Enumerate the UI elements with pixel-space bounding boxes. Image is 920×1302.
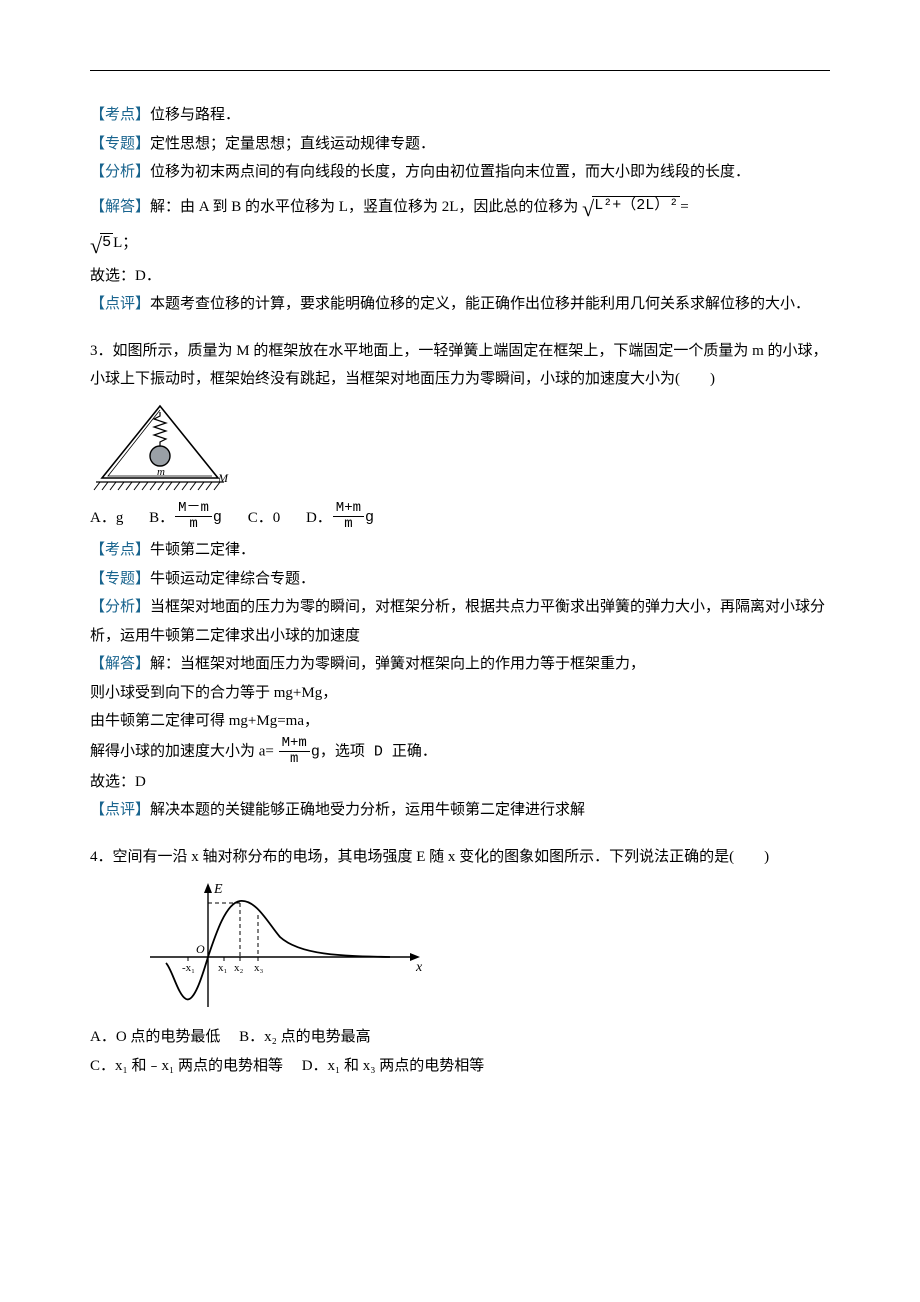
svg-text:E: E: [213, 882, 223, 897]
q3-options: A．g B． M－m m g C．0 D． M+m m g: [90, 501, 830, 533]
q3-option-d: D． M+m m g: [306, 501, 374, 533]
q4-option-b: B．x₂ 点的电势最高: [239, 1029, 371, 1045]
q3-option-a: A．g: [90, 504, 123, 533]
kaodian-text: 位移与路程．: [150, 107, 240, 123]
q3-fenxi-text: 当框架对地面的压力为零的瞬间，对框架分析，根据共点力平衡求出弹簧的弹力大小，再隔…: [90, 599, 825, 644]
svg-text:O: O: [196, 942, 205, 956]
q3-b-frac: M－m m: [175, 501, 212, 533]
q3-number: 3．: [90, 343, 113, 359]
svg-text:x₃: x₃: [254, 962, 264, 974]
dianping-text: 本题考查位移的计算，要求能明确位移的定义，能正确作出位移并能利用几何关系求解位移…: [150, 296, 810, 312]
svg-text:-x₁: -x₁: [182, 962, 195, 974]
q3-jieda-frac: M+m m: [279, 736, 310, 768]
q3-dianping-text: 解决本题的关键能够正确地受力分析，运用牛顿第二定律进行求解: [150, 802, 585, 818]
q4-figure: E x O -x₁ x₁ x₂ x₃: [130, 877, 830, 1017]
q3: 3．如图所示，质量为 M 的框架放在水平地面上，一轻弹簧上端固定在框架上，下端固…: [90, 337, 830, 825]
sqrt-radicand: L²+（2L）²: [592, 196, 680, 215]
q3-d-frac: M+m m: [333, 501, 364, 533]
jieda-result-tail: L；: [113, 235, 137, 251]
q3-gu-xuan: 故选：D: [90, 768, 830, 797]
q3-fenxi-tag: 【分析】: [90, 599, 150, 615]
q3-jieda-l1: 解：当框架对地面压力为零瞬间，弹簧对框架向上的作用力等于框架重力，: [150, 656, 645, 672]
fenxi-text: 位移为初末两点间的有向线段的长度，方向由初位置指向末位置，而大小即为线段的长度．: [150, 164, 750, 180]
header-rule: [90, 70, 830, 71]
q3-jieda-l4-tail: g，选项 D 正确．: [311, 743, 437, 760]
q3-figure: m M: [90, 400, 830, 495]
kaodian-tag: 【考点】: [90, 107, 150, 123]
q4-option-d: D．x₁ 和 x₃ 两点的电势相等: [302, 1058, 485, 1074]
q3-jieda-l2: 则小球受到向下的合力等于 mg+Mg，: [90, 679, 830, 708]
q3-kaodian-text: 牛顿第二定律．: [150, 542, 255, 558]
zhuanti-tag: 【专题】: [90, 136, 150, 152]
dianping-tag: 【点评】: [90, 296, 150, 312]
svg-text:m: m: [157, 466, 165, 478]
sqrt-expr: √L²+（2L）²: [582, 196, 680, 218]
q3-option-b: B． M－m m g: [149, 501, 222, 533]
svg-text:x₂: x₂: [234, 962, 244, 974]
sqrt-5: √5: [90, 233, 113, 255]
zhuanti-text: 定性思想；定量思想；直线运动规律专题．: [150, 136, 435, 152]
fenxi-tag: 【分析】: [90, 164, 150, 180]
q4-option-a: A．O 点的电势最低: [90, 1029, 220, 1045]
q3-dianping-tag: 【点评】: [90, 802, 150, 818]
q3-option-c: C．0: [248, 504, 281, 533]
q4-stem: 空间有一沿 x 轴对称分布的电场，其电场强度 E 随 x 变化的图象如图所示．下…: [113, 849, 770, 865]
jieda-eq: =: [680, 199, 688, 215]
q3-jieda-l3: 由牛顿第二定律可得 mg+Mg=ma，: [90, 707, 830, 736]
q3-jieda-tag: 【解答】: [90, 656, 150, 672]
svg-text:x₁: x₁: [218, 962, 228, 974]
q3-zhuanti-tag: 【专题】: [90, 571, 150, 587]
q4: 4．空间有一沿 x 轴对称分布的电场，其电场强度 E 随 x 变化的图象如图所示…: [90, 843, 830, 1081]
q3-stem: 如图所示，质量为 M 的框架放在水平地面上，一轻弹簧上端固定在框架上，下端固定一…: [90, 343, 828, 388]
q3-jieda-l4-pre: 解得小球的加速度大小为 a=: [90, 743, 274, 759]
q3-zhuanti-text: 牛顿运动定律综合专题．: [150, 571, 315, 587]
q3-kaodian-tag: 【考点】: [90, 542, 150, 558]
gu-xuan: 故选：D．: [90, 262, 830, 291]
svg-text:x: x: [415, 960, 423, 975]
jieda-prefix: 解：由 A 到 B 的水平位移为 L，竖直位移为 2L，因此总的位移为: [150, 199, 578, 215]
q4-option-c: C．x₁ 和﹣x₁ 两点的电势相等: [90, 1058, 283, 1074]
jieda-tag: 【解答】: [90, 199, 150, 215]
q4-number: 4．: [90, 849, 113, 865]
q2-explanation: 【考点】位移与路程． 【专题】定性思想；定量思想；直线运动规律专题． 【分析】位…: [90, 101, 830, 319]
